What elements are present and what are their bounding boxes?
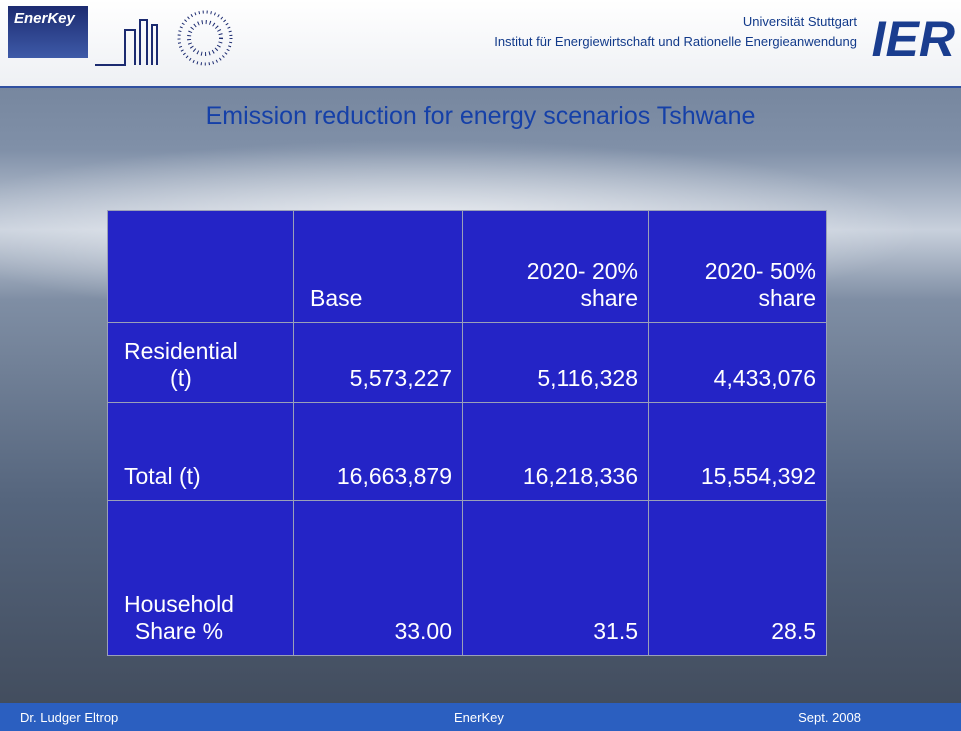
table-cell: 28.5: [648, 500, 827, 656]
footer-author: Dr. Ludger Eltrop: [20, 710, 119, 725]
footer-date: Sept. 2008: [798, 710, 861, 725]
footer: Dr. Ludger Eltrop EnerKey Sept. 2008: [0, 703, 961, 731]
table-cell: 5,573,227: [293, 322, 463, 403]
corner-cell: [107, 210, 294, 323]
row-label-cell: Household Share %: [107, 500, 294, 656]
table-row: Residential (t) 5,573,227 5,116,328 4,433,0…: [107, 322, 827, 403]
row-label: Household Share %: [124, 591, 234, 644]
row-label: Residential (t): [124, 338, 238, 391]
row-label: Total (t): [124, 463, 201, 489]
university: Universität Stuttgart: [742, 14, 857, 29]
logo-text: EnerKey: [14, 10, 75, 27]
table-cell: 33.00: [293, 500, 463, 656]
table-row: Household Share % 33.00 31.5 28.5: [107, 500, 827, 656]
row-label-cell: Residential (t): [107, 322, 294, 403]
table-cell: 31.5: [462, 500, 649, 656]
table-cell: 16,218,336: [462, 402, 649, 501]
table-cell: 15,554,392: [648, 402, 827, 501]
table-cell: 16,663,879: [293, 402, 463, 501]
header: EnerKey Universität Stuttgart Institut f…: [0, 0, 961, 88]
table-cell: 5,116,328: [462, 322, 649, 403]
header-row: Base 2020- 20% share 2020- 50% share: [107, 210, 827, 323]
table-cell: 4,433,076: [648, 322, 827, 403]
row-label-cell: Total (t): [107, 402, 294, 501]
institute: Institut für Energiewirtschaft und Ratio…: [494, 34, 857, 49]
table-row: Total (t) 16,663,879 16,218,336 15,554,392: [107, 402, 827, 501]
slide-title: Emission reduction for energy scenarios …: [205, 102, 756, 130]
column-header: Base: [293, 210, 463, 323]
column-header: 2020- 20% share: [462, 210, 649, 323]
column-header: 2020- 50% share: [648, 210, 827, 323]
data-table: Base 2020- 20% share 2020- 50% share Reside…: [107, 210, 827, 656]
brand: IER: [871, 11, 955, 67]
logo-graphics: [95, 10, 233, 66]
logo: EnerKey: [8, 6, 88, 58]
footer-project: EnerKey: [454, 710, 504, 725]
